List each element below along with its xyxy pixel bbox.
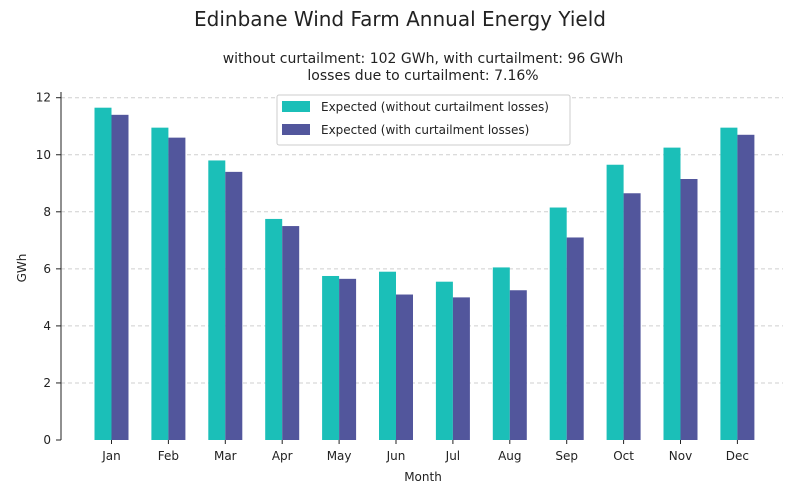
bar-with-curtailment bbox=[452, 297, 470, 440]
y-axis-label: GWh bbox=[15, 254, 29, 283]
chart-subtitle-line1: without curtailment: 102 GWh, with curta… bbox=[223, 51, 624, 67]
bar-with-curtailment bbox=[396, 294, 413, 440]
x-tick-label: Jun bbox=[386, 449, 406, 463]
x-axis-label: Month bbox=[404, 470, 442, 484]
bar-without-curtailment bbox=[492, 267, 510, 440]
bar-without-curtailment bbox=[322, 275, 340, 440]
legend: Expected (without curtailment losses) Ex… bbox=[276, 94, 571, 146]
bar-with-curtailment bbox=[225, 171, 243, 441]
y-tick-label: 4 bbox=[43, 319, 51, 333]
y-tick-label: 2 bbox=[43, 376, 51, 390]
bar-without-curtailment bbox=[606, 164, 624, 440]
legend-swatch-with-curtailment bbox=[282, 124, 310, 135]
legend-box bbox=[276, 94, 571, 146]
bar-without-curtailment bbox=[549, 207, 567, 440]
legend-label-without-curtailment: Expected (without curtailment losses) bbox=[321, 100, 549, 114]
bar-without-curtailment bbox=[379, 271, 396, 440]
bar-with-curtailment bbox=[282, 226, 300, 440]
y-tick-label: 6 bbox=[43, 262, 51, 276]
x-tick-label: Sep bbox=[555, 449, 578, 463]
bar-without-curtailment bbox=[208, 160, 226, 440]
bar-without-curtailment bbox=[94, 107, 112, 440]
x-tick-label: Mar bbox=[214, 449, 237, 463]
x-tick-label: Dec bbox=[726, 449, 749, 463]
legend-label-with-curtailment: Expected (with curtailment losses) bbox=[321, 123, 529, 137]
axes: 0 2 4 6 8 10 12 Jan Feb Mar Apr May Jun Jul Aug Sep Oct N… bbox=[36, 91, 749, 463]
bar-without-curtailment bbox=[720, 127, 738, 441]
x-tick-label: May bbox=[327, 449, 352, 463]
bar-with-curtailment bbox=[623, 193, 641, 440]
x-tick-label: Jan bbox=[101, 449, 121, 463]
x-tick-label: Nov bbox=[669, 449, 692, 463]
bar-with-curtailment bbox=[737, 134, 755, 441]
x-tick-label: Aug bbox=[498, 449, 521, 463]
x-tick-label: Feb bbox=[158, 449, 179, 463]
bar-with-curtailment bbox=[111, 114, 129, 440]
y-tick-label: 8 bbox=[43, 205, 51, 219]
chart-title: Edinbane Wind Farm Annual Energy Yield bbox=[194, 7, 606, 31]
bar-with-curtailment bbox=[339, 278, 357, 440]
x-tick-label: Apr bbox=[272, 449, 293, 463]
chart-subtitle-line2: losses due to curtailment: 7.16% bbox=[307, 68, 538, 84]
bar-with-curtailment bbox=[168, 137, 186, 440]
bar-with-curtailment bbox=[566, 237, 584, 440]
bar-without-curtailment bbox=[151, 127, 169, 441]
y-tick-label: 0 bbox=[43, 433, 51, 447]
legend-swatch-without-curtailment bbox=[282, 101, 310, 112]
bar-without-curtailment bbox=[435, 281, 453, 440]
x-tick-label: Oct bbox=[613, 449, 634, 463]
y-tick-label: 12 bbox=[36, 91, 51, 105]
bar-with-curtailment bbox=[509, 290, 527, 440]
bar-with-curtailment bbox=[680, 179, 698, 440]
bars bbox=[94, 107, 755, 441]
x-tick-label: Jul bbox=[445, 449, 460, 463]
bar-without-curtailment bbox=[663, 147, 681, 440]
y-tick-label: 10 bbox=[36, 148, 51, 162]
bar-without-curtailment bbox=[265, 218, 283, 440]
